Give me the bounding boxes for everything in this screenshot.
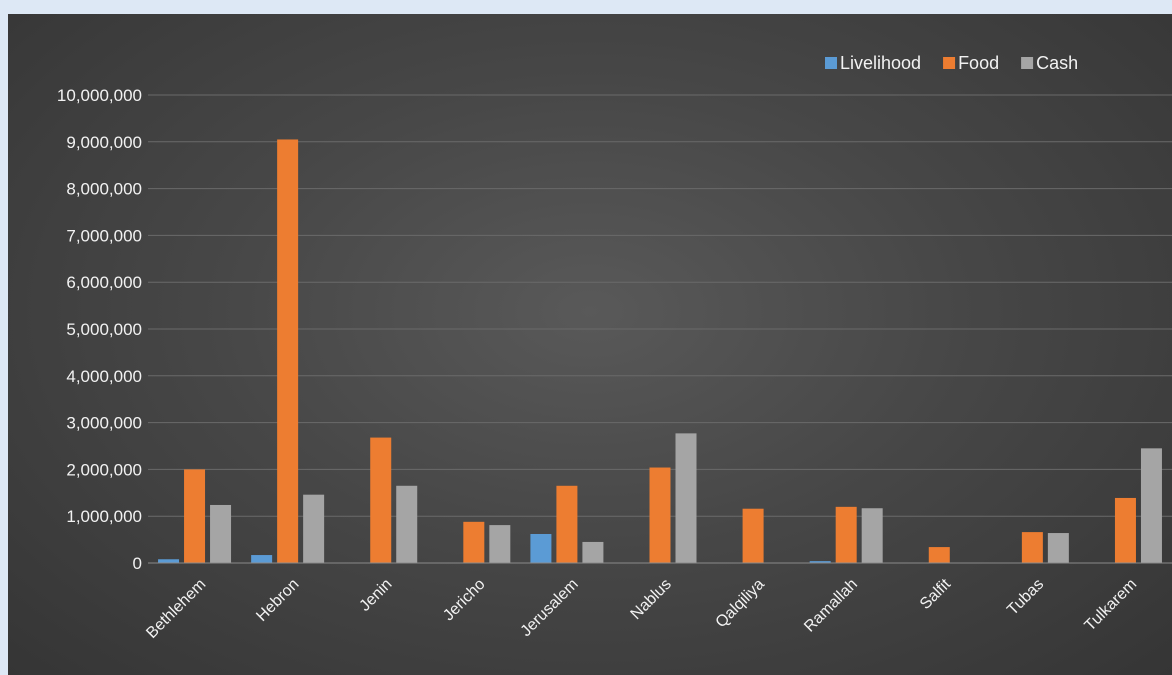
- legend-label-cash: Cash: [1036, 53, 1078, 73]
- y-tick-label: 0: [133, 554, 142, 573]
- legend-swatch-cash: [1021, 57, 1034, 69]
- bar-food-ramallah: [835, 506, 857, 563]
- x-tick-label: Salfit: [917, 575, 955, 613]
- y-tick-label: 8,000,000: [66, 180, 142, 199]
- bar-livelihood-bethlehem: [158, 559, 180, 563]
- y-tick-label: 10,000,000: [57, 86, 142, 105]
- y-tick-label: 5,000,000: [66, 320, 142, 339]
- bar-cash-tubas: [1047, 533, 1069, 563]
- y-tick-label: 3,000,000: [66, 414, 142, 433]
- bar-cash-jenin: [396, 485, 418, 563]
- y-tick-label: 6,000,000: [66, 273, 142, 292]
- y-tick-label: 4,000,000: [66, 367, 142, 386]
- x-axis: Bethlehem Hebron Jenin Jericho Jerusalem Nabl…: [143, 562, 1172, 642]
- bar-livelihood-hebron: [251, 555, 273, 563]
- bar-cash-tulkarem: [1140, 448, 1162, 563]
- legend-swatch-food: [943, 57, 956, 69]
- y-tick-label: 2,000,000: [66, 460, 142, 479]
- bar-food-bethlehem: [184, 469, 206, 563]
- bar-cash-jericho: [489, 525, 511, 563]
- bar-livelihood-ramallah: [809, 561, 831, 563]
- bar-livelihood-jerusalem: [530, 533, 552, 563]
- bar-food-tulkarem: [1114, 497, 1136, 563]
- x-tick-label: Ramallah: [801, 576, 861, 636]
- bar-cash-nablus: [675, 433, 697, 563]
- y-tick-label: 9,000,000: [66, 133, 142, 152]
- legend: Livelihood Food Cash: [825, 53, 1078, 73]
- x-tick-label: Jenin: [356, 576, 395, 615]
- x-tick-label: Tulkarem: [1082, 576, 1141, 635]
- x-tick-label: Qalqiliya: [713, 576, 768, 631]
- y-tick-label: 1,000,000: [66, 507, 142, 526]
- bar-cash-hebron: [303, 494, 325, 563]
- y-tick-label: 7,000,000: [66, 226, 142, 245]
- bar-food-nablus: [649, 467, 671, 563]
- bar-cash-bethlehem: [210, 504, 232, 563]
- bar-food-qalqiliya: [742, 508, 764, 563]
- bars: [158, 139, 1162, 563]
- chart-area: 0 1,000,000 2,000,000 3,000,000 4,000,000 5,0…: [8, 14, 1172, 675]
- x-tick-label: Nablus: [628, 576, 675, 623]
- x-tick-label: Jericho: [440, 576, 489, 625]
- x-tick-label: Jerusalem: [518, 576, 582, 640]
- bar-food-tubas: [1021, 532, 1043, 563]
- bar-chart: 0 1,000,000 2,000,000 3,000,000 4,000,000 5,0…: [57, 53, 1172, 642]
- x-tick-label: Hebron: [253, 576, 302, 625]
- y-axis: 0 1,000,000 2,000,000 3,000,000 4,000,000 5,0…: [57, 86, 142, 573]
- bar-food-jerusalem: [556, 485, 578, 563]
- bar-food-salfit: [928, 547, 950, 563]
- bar-cash-ramallah: [861, 508, 883, 563]
- gridlines: [148, 94, 1172, 517]
- x-tick-label: Bethlehem: [143, 576, 209, 642]
- bar-food-jenin: [370, 437, 392, 563]
- legend-label-food: Food: [958, 53, 999, 73]
- bar-cash-jerusalem: [582, 541, 604, 563]
- legend-swatch-livelihood: [825, 57, 837, 69]
- bar-food-hebron: [277, 139, 299, 563]
- bar-food-jericho: [463, 521, 485, 563]
- x-tick-label: Tubas: [1004, 576, 1047, 619]
- legend-label-livelihood: Livelihood: [840, 53, 921, 73]
